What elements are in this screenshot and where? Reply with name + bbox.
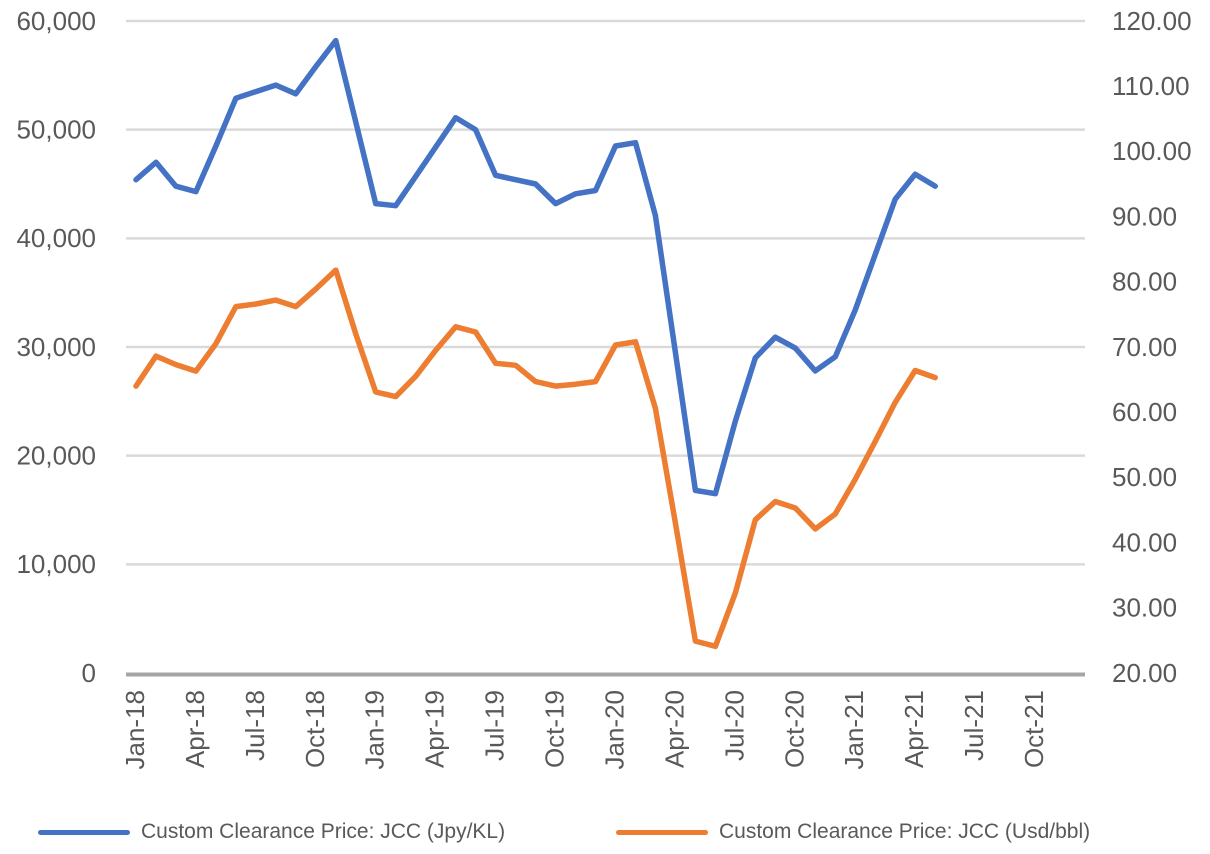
y-axis-label-left: 60,000 [16, 6, 96, 36]
legend-swatch-usd-icon [616, 829, 708, 835]
legend-item-usd: Custom Clearance Price: JCC (Usd/bbl) [616, 812, 1090, 852]
series-line-jpy [133, 37, 938, 497]
y-axis-label-right: 60.00 [1112, 397, 1177, 427]
legend: Custom Clearance Price: JCC (Jpy/KL) Cus… [0, 812, 1210, 852]
x-axis-label: Oct-21 [1019, 690, 1049, 768]
y-axis-label-right: 120.00 [1112, 6, 1192, 36]
legend-item-jpy: Custom Clearance Price: JCC (Jpy/KL) [38, 812, 505, 852]
series-line-usd [133, 267, 938, 650]
x-axis-label: Jan-18 [120, 690, 150, 770]
y-axis-label-left: 30,000 [16, 332, 96, 362]
x-axis-label: Oct-20 [779, 690, 809, 768]
x-axis-label: Jul-20 [719, 690, 749, 761]
legend-swatch-jpy-icon [38, 829, 130, 835]
y-axis-label-right: 110.00 [1112, 71, 1190, 101]
x-axis-label: Oct-19 [540, 690, 570, 768]
x-axis-label: Jan-20 [599, 690, 629, 770]
plot-area: 60,000 50,000 40,000 30,000 20,000 10,000 0 120… [16, 6, 1192, 770]
y-axis-label-left: 0 [82, 658, 96, 688]
x-axis-label: Apr-18 [180, 690, 210, 768]
y-axis-label-left: 10,000 [16, 549, 96, 579]
y-axis-label-left: 50,000 [16, 115, 96, 145]
y-axis-label-right: 20.00 [1112, 658, 1177, 688]
x-axis-label: Apr-19 [420, 690, 450, 768]
y-axis-label-right: 100.00 [1112, 136, 1192, 166]
y-axis-label-right: 90.00 [1112, 201, 1177, 231]
y-axis-label-right: 70.00 [1112, 332, 1177, 362]
x-axis-label: Apr-20 [659, 690, 689, 768]
y-axis-label-left: 40,000 [16, 223, 96, 253]
y-axis-label-right: 30.00 [1112, 593, 1177, 623]
x-axis-label: Jan-21 [839, 690, 869, 770]
y-axis-label-right: 80.00 [1112, 267, 1177, 297]
y-axis-label-left: 20,000 [16, 441, 96, 471]
x-axis-label: Apr-21 [899, 690, 929, 768]
x-axis-label: Oct-18 [300, 690, 330, 768]
legend-label-jpy: Custom Clearance Price: JCC (Jpy/KL) [141, 820, 506, 843]
y-axis-label-right: 40.00 [1112, 527, 1177, 557]
x-axis-label: Jan-19 [360, 690, 390, 770]
x-axis-label: Jul-18 [240, 690, 270, 761]
y-axis-label-right: 50.00 [1112, 462, 1177, 492]
x-axis-label: Jul-19 [480, 690, 510, 761]
x-axis-label: Jul-21 [959, 690, 989, 761]
legend-label-usd: Custom Clearance Price: JCC (Usd/bbl) [719, 820, 1091, 843]
